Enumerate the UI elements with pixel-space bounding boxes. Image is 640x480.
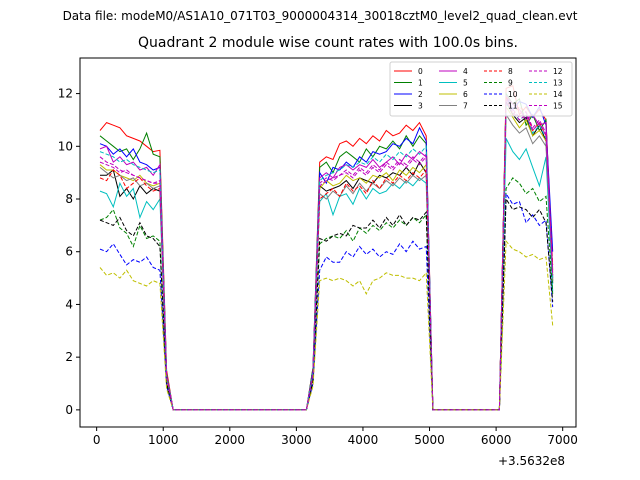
legend-label-13: 13 bbox=[553, 79, 563, 88]
legend-label-11: 11 bbox=[508, 102, 518, 111]
series-line-8 bbox=[99, 96, 554, 411]
x-axis-offset-label: +3.5632e8 bbox=[498, 454, 566, 468]
series-line-12 bbox=[99, 97, 554, 411]
legend-label-9: 9 bbox=[508, 79, 513, 88]
y-tick-label: 2 bbox=[65, 350, 73, 364]
series-line-3 bbox=[100, 101, 554, 411]
series-line-6 bbox=[99, 105, 554, 411]
legend-label-10: 10 bbox=[508, 90, 518, 99]
series-line-13 bbox=[99, 102, 554, 411]
series-line-1 bbox=[99, 91, 554, 411]
legend-label-1: 1 bbox=[418, 79, 423, 88]
figure-suptitle: Data file: modeM0/AS1A10_071T03_90000043… bbox=[62, 9, 578, 23]
x-tick-label: 3000 bbox=[281, 433, 312, 447]
x-tick-label: 2000 bbox=[215, 433, 246, 447]
legend-label-6: 6 bbox=[463, 90, 468, 99]
series-line-0 bbox=[99, 85, 554, 411]
y-tick-label: 6 bbox=[65, 245, 73, 259]
x-tick-label: 4000 bbox=[348, 433, 379, 447]
plot-area: 0 1000 2000 3000 4000 5000 6000 700002468101201… bbox=[58, 57, 578, 447]
y-tick-label: 12 bbox=[58, 87, 73, 101]
axes-frame bbox=[79, 57, 577, 428]
x-tick-label: 5000 bbox=[414, 433, 445, 447]
legend-label-5: 5 bbox=[463, 79, 468, 88]
x-tick-label: 1000 bbox=[148, 433, 179, 447]
y-tick-label: 10 bbox=[58, 139, 73, 153]
legend-label-7: 7 bbox=[463, 102, 468, 111]
series-line-15 bbox=[99, 99, 554, 411]
y-tick-label: 4 bbox=[65, 297, 73, 311]
series-line-2 bbox=[99, 95, 554, 411]
legend-label-0: 0 bbox=[418, 67, 423, 76]
x-tick-label: 0 bbox=[93, 433, 101, 447]
x-tick-label: 6000 bbox=[481, 433, 512, 447]
legend-label-2: 2 bbox=[418, 90, 423, 99]
series-line-4 bbox=[99, 94, 554, 411]
legend-box bbox=[389, 61, 573, 117]
legend-label-14: 14 bbox=[553, 90, 563, 99]
chart-title: Quadrant 2 module wise count rates with … bbox=[138, 35, 518, 51]
legend-label-12: 12 bbox=[553, 67, 563, 76]
y-tick-label: 0 bbox=[65, 403, 73, 417]
x-tick-label: 7000 bbox=[547, 433, 578, 447]
y-tick-label: 8 bbox=[65, 192, 73, 206]
series-line-5 bbox=[99, 138, 554, 411]
legend-label-4: 4 bbox=[463, 67, 468, 76]
legend-label-15: 15 bbox=[553, 102, 563, 111]
legend-label-8: 8 bbox=[508, 67, 513, 76]
series-line-7 bbox=[99, 113, 554, 411]
legend-label-3: 3 bbox=[418, 102, 423, 111]
